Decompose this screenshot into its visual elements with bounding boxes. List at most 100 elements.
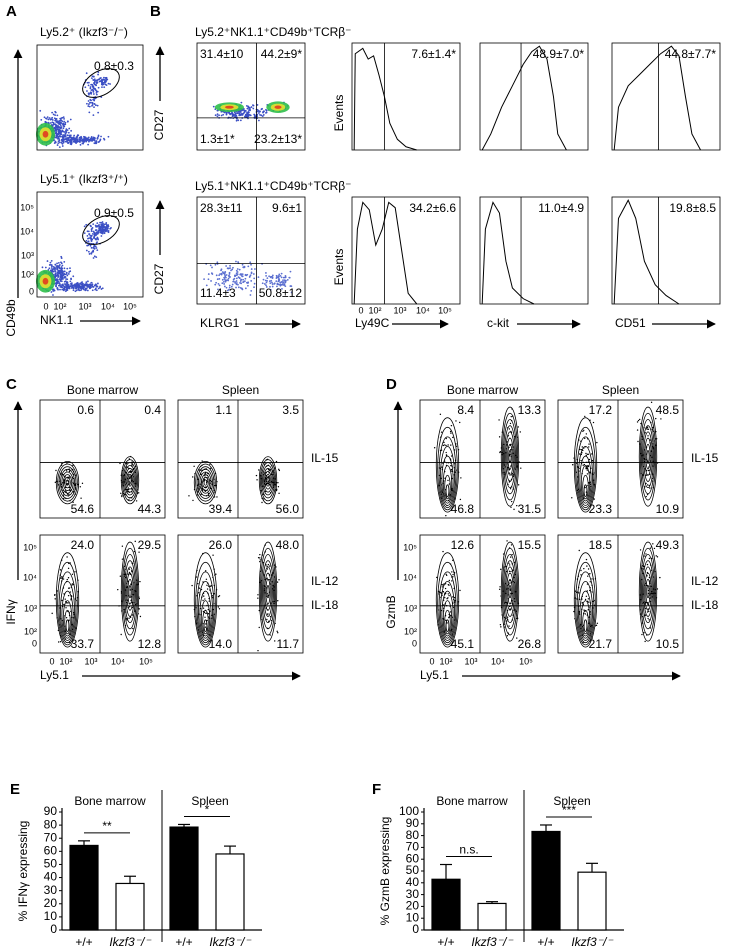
gate-percent: 48.9±7.0* [533, 47, 585, 61]
cell-dot [89, 234, 92, 237]
cell-dot [52, 294, 54, 296]
cell-dot [290, 291, 293, 294]
cell-dot [223, 285, 226, 288]
cell-dot [110, 226, 112, 229]
contour [120, 456, 140, 505]
cell-dot [225, 274, 228, 276]
cell-dot [48, 264, 51, 266]
quadrant-percent: 9.6±1 [272, 201, 302, 215]
cell-dot [582, 430, 584, 433]
y-tick-label: 0 [412, 638, 417, 648]
plot-frame [557, 399, 684, 519]
cell-dot [239, 280, 242, 282]
cell-dot [80, 139, 83, 142]
y-axis-label: GzmB [384, 595, 398, 628]
x-tick-label: Ikzf3⁻/⁻ [471, 935, 514, 949]
cell-dot [43, 116, 46, 119]
contour [200, 600, 211, 637]
contour [57, 463, 78, 502]
cell-dot [92, 138, 95, 140]
cell-dot [90, 139, 92, 142]
cell-dot [442, 584, 444, 586]
cell-dot [73, 284, 76, 287]
cell-dot [446, 622, 448, 624]
cell-dot [258, 112, 260, 114]
quadrant-percent: 1.3±1* [200, 132, 235, 146]
plot-frame [39, 534, 166, 654]
cell-dot [580, 569, 582, 572]
cell-dot [253, 277, 256, 280]
cell-dot [452, 436, 454, 439]
quadrant-percent: 56.0 [276, 502, 300, 516]
cell-dot [281, 288, 283, 290]
cell-dot [71, 573, 74, 576]
quadrant-percent: 23.2±13* [254, 132, 302, 146]
contour [505, 566, 515, 617]
quadrant-percent: 29.5 [138, 538, 162, 552]
quadrant-percent: 15.5 [518, 538, 542, 552]
cell-dot [59, 286, 62, 288]
cell-dot [57, 120, 59, 122]
cell-dot [66, 493, 69, 495]
cell-dot [239, 273, 242, 276]
cell-dot [98, 224, 100, 226]
cell-dot [99, 286, 101, 289]
cell-dot [70, 277, 72, 280]
cell-dot [67, 141, 70, 144]
cell-dot [58, 278, 61, 281]
cell-dot [499, 451, 501, 454]
cell-dot [91, 289, 94, 292]
cell-dot [584, 598, 587, 601]
cell-dot [67, 138, 70, 141]
cell-dot [68, 134, 71, 137]
cell-dot [588, 458, 591, 461]
cell-dot [498, 588, 501, 590]
cell-dot [87, 100, 90, 102]
cell-dot [261, 115, 264, 118]
cell-dot [596, 441, 598, 444]
x-tick-label: Ikzf3⁻/⁻ [209, 935, 252, 949]
cell-dot [659, 576, 661, 579]
cell-dot [506, 540, 508, 542]
cell-dot [242, 278, 245, 281]
cell-dot [498, 436, 501, 438]
y-tick-label: 10 [44, 909, 58, 923]
cell-dot [94, 97, 97, 100]
cell-dot [102, 83, 105, 86]
cell-dot [63, 280, 66, 283]
cell-dot [50, 267, 53, 269]
contour [196, 571, 215, 644]
cell-dot [449, 430, 452, 433]
cell-dot [238, 268, 241, 271]
cell-dot [103, 86, 106, 89]
cell-dot [259, 557, 261, 559]
cell-dot [445, 444, 447, 447]
cell-dot [508, 564, 511, 566]
cell-dot [510, 570, 512, 573]
cell-dot [73, 134, 76, 137]
cell-dot [69, 280, 72, 283]
cell-dot [63, 120, 66, 123]
cell-dot [61, 288, 64, 291]
plot-frame [611, 196, 721, 305]
cell-dot [87, 84, 90, 87]
cell-dot [258, 119, 260, 122]
cell-dot [585, 466, 587, 468]
cell-dot [247, 284, 249, 287]
contour [639, 547, 657, 636]
contour [641, 419, 655, 495]
cell-dot [90, 230, 93, 233]
cell-dot [58, 146, 61, 149]
cell-dot [646, 611, 649, 613]
cell-dot [256, 113, 259, 116]
cell-dot [87, 92, 90, 95]
cell-dot [93, 233, 96, 236]
cell-dot [65, 273, 68, 275]
cell-dot [90, 234, 93, 237]
cell-dot [65, 140, 68, 143]
contour [442, 600, 453, 637]
cell-dot [211, 273, 214, 275]
quadrant-percent: 14.0 [209, 637, 233, 651]
cell-dot [54, 263, 57, 266]
